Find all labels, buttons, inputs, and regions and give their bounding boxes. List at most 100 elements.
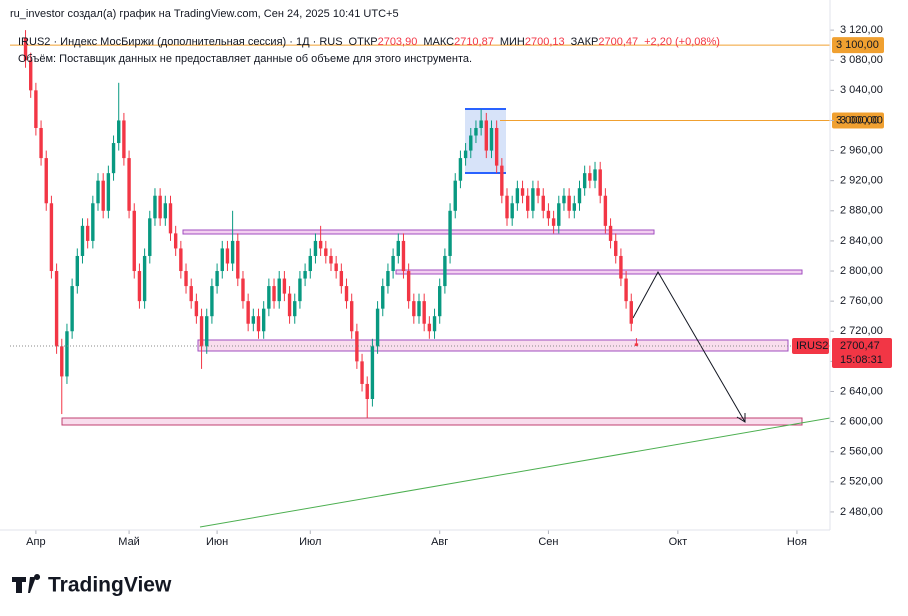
candle-body xyxy=(106,173,111,211)
candle-body xyxy=(634,343,639,346)
candle-body xyxy=(329,255,333,264)
candle-body xyxy=(132,210,136,272)
x-tick-label: Ноя xyxy=(787,536,807,548)
candle-body xyxy=(173,233,178,249)
candle-body xyxy=(153,195,157,219)
arrow-head xyxy=(736,413,746,423)
symbol-tag-box xyxy=(792,337,829,354)
candle-body xyxy=(381,286,385,309)
candle-body xyxy=(427,323,432,332)
candle-body xyxy=(500,165,504,196)
candle-body xyxy=(531,188,535,211)
candle-body xyxy=(401,240,406,272)
candle-body xyxy=(474,127,478,136)
level-box xyxy=(832,37,884,54)
candle-body xyxy=(225,248,230,264)
candle-body xyxy=(184,271,188,287)
level-label: 3 000,00 xyxy=(836,114,879,126)
y-tick-label: 2 800,00 xyxy=(840,265,883,277)
candle-body xyxy=(541,195,545,211)
candle-body xyxy=(489,127,494,151)
candle-body xyxy=(619,255,623,279)
x-tick-label: Окт xyxy=(669,536,688,548)
ohlc-label: ЗАКР xyxy=(571,36,599,48)
candle-body xyxy=(246,301,250,324)
candle-body xyxy=(386,271,390,287)
candle-body xyxy=(510,203,514,219)
ohlc-value: 2700,13 xyxy=(525,36,565,48)
candle-body xyxy=(101,180,105,211)
candle-body xyxy=(334,263,338,272)
level-label: 3 100,00 xyxy=(836,39,879,51)
candle-body xyxy=(484,120,489,151)
candle-body xyxy=(324,248,328,256)
x-tick-label: Авг xyxy=(431,536,448,548)
candle-body xyxy=(562,195,566,204)
ohlc-label: ОТКР xyxy=(349,36,378,48)
ohlc-label: МАКС xyxy=(423,36,454,48)
candle-body xyxy=(603,195,608,226)
candle-body xyxy=(308,255,312,272)
levels: 3 100,00 3 000,00 xyxy=(10,37,884,129)
candle-body xyxy=(349,301,354,332)
candle-body xyxy=(505,195,509,219)
candle-body xyxy=(318,240,323,249)
candle-body xyxy=(355,331,359,362)
candle-body xyxy=(448,210,452,256)
candle-body xyxy=(360,361,364,384)
candle-body xyxy=(339,271,344,287)
candle-body xyxy=(39,127,43,159)
candle-body xyxy=(614,240,618,256)
x-tick-label: Май xyxy=(118,536,140,548)
candle-body xyxy=(54,271,59,347)
candle-body xyxy=(210,286,214,317)
candle-body xyxy=(34,90,38,128)
candle-body xyxy=(303,271,307,279)
countdown: 15:08:31 xyxy=(840,354,883,366)
trend-line xyxy=(199,417,831,528)
axes: 2 480,00 2 520,00 2 560,00 2 600,00 2 640,00… xyxy=(0,0,892,548)
candle-body xyxy=(624,278,628,302)
ohlc-value: 2700,47 xyxy=(598,36,638,48)
zone xyxy=(395,269,803,275)
candle-body xyxy=(412,301,416,317)
y-tick-label: 2 600,00 xyxy=(840,415,883,427)
candle-body xyxy=(241,278,245,302)
candle-body xyxy=(567,195,571,211)
y-tick-label: 2 640,00 xyxy=(840,385,883,397)
y-tick-label: 2 880,00 xyxy=(840,205,883,217)
candle-body xyxy=(158,195,162,219)
candle-body xyxy=(29,60,33,91)
candle-body xyxy=(551,218,556,226)
candle-body xyxy=(582,173,587,189)
candle-body xyxy=(60,346,64,377)
y-tick-label: 2 920,00 xyxy=(840,175,883,187)
y-tick-label: 2 560,00 xyxy=(840,446,883,458)
candle-body xyxy=(256,316,261,332)
ohlc-value: 2703,90 xyxy=(378,36,418,48)
x-tick-label: Июн xyxy=(206,536,228,548)
candle-body xyxy=(282,278,287,294)
candle-body xyxy=(194,301,199,317)
y-tick-label: 2 760,00 xyxy=(840,295,883,307)
candle-body xyxy=(438,286,442,317)
last-price-box xyxy=(832,337,892,368)
y-tick-label: 2 720,00 xyxy=(840,325,883,337)
candle-body xyxy=(137,271,142,302)
change: +2,20 (+0,08%) xyxy=(644,36,720,48)
candle-body xyxy=(598,169,602,196)
candle-body xyxy=(117,120,121,144)
candle-body xyxy=(261,308,266,332)
candle-body xyxy=(526,195,530,211)
candle-body xyxy=(593,169,597,181)
x-tick-label: Апр xyxy=(26,536,45,548)
candles xyxy=(10,30,830,418)
candle-body xyxy=(293,301,297,317)
candle-body xyxy=(127,158,131,211)
y-tick-label: 2 840,00 xyxy=(840,235,883,247)
candle-body xyxy=(168,203,173,234)
candle-body xyxy=(313,240,318,256)
x-tick-label: Июл xyxy=(299,536,321,548)
candle-body xyxy=(557,203,561,226)
